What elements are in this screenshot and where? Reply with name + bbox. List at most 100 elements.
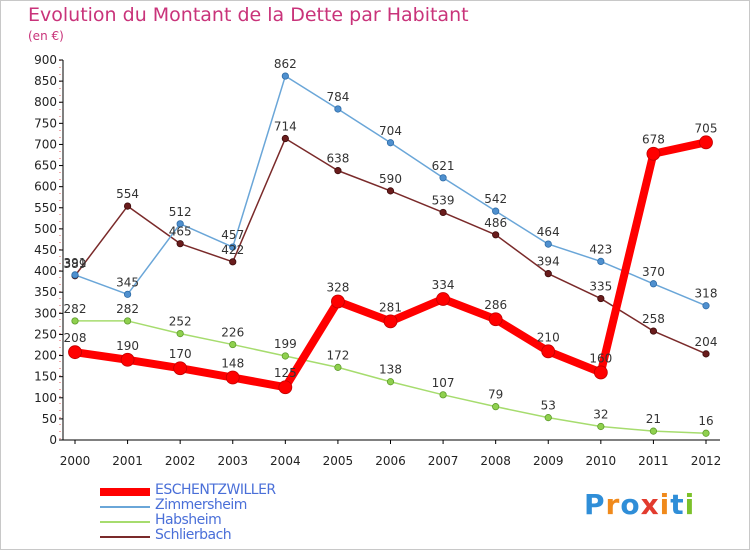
legend-label: Schlierbach bbox=[155, 527, 232, 543]
data-label-eschentzwiller: 125 bbox=[274, 366, 297, 380]
data-point-habsheim bbox=[544, 414, 552, 422]
data-point-zimmersheim bbox=[492, 207, 500, 215]
proxiti-logo: Proxiti bbox=[584, 488, 695, 521]
data-label-habsheim: 252 bbox=[169, 315, 192, 329]
x-tick-label: 2003 bbox=[217, 454, 248, 468]
x-tick-label: 2005 bbox=[323, 454, 354, 468]
x-tick-label: 2007 bbox=[428, 454, 459, 468]
x-tick-label: 2004 bbox=[270, 454, 301, 468]
data-label-zimmersheim: 784 bbox=[326, 90, 349, 104]
data-label-zimmersheim: 621 bbox=[432, 159, 455, 173]
data-point-zimmersheim bbox=[176, 220, 184, 228]
data-label-zimmersheim: 370 bbox=[642, 265, 665, 279]
data-point-schlierbach bbox=[544, 270, 552, 278]
data-label-habsheim: 21 bbox=[646, 412, 661, 426]
data-point-schlierbach bbox=[281, 134, 289, 143]
data-point-schlierbach bbox=[597, 294, 605, 303]
legend-swatch bbox=[100, 488, 150, 496]
data-point-schlierbach bbox=[229, 258, 237, 266]
data-point-zimmersheim bbox=[544, 240, 552, 248]
data-label-eschentzwiller: 286 bbox=[484, 298, 507, 312]
chart-title: Evolution du Montant de la Dette par Hab… bbox=[28, 4, 469, 26]
data-point-schlierbach bbox=[176, 240, 184, 248]
data-label-zimmersheim: 457 bbox=[221, 228, 244, 242]
data-label-schlierbach: 539 bbox=[432, 193, 455, 207]
data-point-eschentzwiller bbox=[225, 370, 240, 385]
data-point-zimmersheim bbox=[649, 280, 658, 288]
data-point-eschentzwiller bbox=[173, 361, 188, 376]
x-tick-label: 2002 bbox=[165, 454, 196, 468]
data-label-zimmersheim: 391 bbox=[64, 256, 87, 270]
data-point-habsheim bbox=[597, 422, 605, 431]
data-label-schlierbach: 422 bbox=[221, 243, 244, 257]
data-label-habsheim: 16 bbox=[698, 414, 713, 428]
logo-letter: r bbox=[605, 488, 621, 521]
data-point-habsheim bbox=[229, 340, 237, 349]
data-label-habsheim: 107 bbox=[432, 376, 455, 390]
data-label-schlierbach: 335 bbox=[589, 280, 612, 294]
y-tick-label: 300 bbox=[34, 306, 57, 320]
data-point-zimmersheim bbox=[281, 72, 289, 80]
y-tick-label: 500 bbox=[34, 222, 57, 236]
logo-letter: o bbox=[620, 488, 641, 521]
data-label-schlierbach: 389 bbox=[64, 257, 87, 271]
logo-letter: t bbox=[670, 488, 685, 521]
x-tick-label: 2000 bbox=[60, 454, 91, 468]
x-tick-label: 2011 bbox=[638, 454, 669, 468]
y-tick-label: 600 bbox=[34, 180, 57, 194]
data-label-habsheim: 53 bbox=[541, 399, 556, 413]
data-label-zimmersheim: 318 bbox=[695, 287, 718, 301]
logo-letter: P bbox=[584, 488, 606, 521]
data-label-zimmersheim: 512 bbox=[169, 205, 192, 219]
data-point-schlierbach bbox=[386, 187, 395, 195]
data-point-habsheim bbox=[123, 317, 132, 325]
data-label-schlierbach: 554 bbox=[116, 187, 139, 201]
data-label-habsheim: 282 bbox=[64, 302, 87, 316]
data-point-schlierbach bbox=[649, 327, 658, 335]
data-point-schlierbach bbox=[492, 231, 500, 239]
data-point-schlierbach bbox=[702, 350, 710, 358]
data-label-eschentzwiller: 190 bbox=[116, 339, 139, 353]
data-label-schlierbach: 714 bbox=[274, 120, 297, 134]
data-label-habsheim: 172 bbox=[326, 348, 349, 362]
data-point-habsheim bbox=[281, 352, 289, 360]
data-label-schlierbach: 465 bbox=[169, 225, 192, 239]
data-point-habsheim bbox=[334, 363, 342, 371]
data-label-schlierbach: 394 bbox=[537, 255, 560, 269]
data-label-habsheim: 199 bbox=[274, 337, 297, 351]
y-tick-label: 0 bbox=[49, 433, 57, 447]
legend-label: Habsheim bbox=[155, 512, 222, 528]
data-label-eschentzwiller: 705 bbox=[695, 121, 718, 135]
data-point-schlierbach bbox=[439, 208, 447, 217]
data-point-eschentzwiller bbox=[436, 292, 450, 306]
data-point-schlierbach bbox=[123, 202, 132, 210]
legend-swatch bbox=[100, 506, 150, 508]
data-label-habsheim: 79 bbox=[488, 388, 503, 402]
data-label-eschentzwiller: 210 bbox=[537, 330, 560, 344]
y-tick-label: 750 bbox=[34, 116, 57, 130]
y-tick-label: 250 bbox=[34, 327, 57, 341]
data-point-eschentzwiller bbox=[541, 344, 556, 359]
x-tick-label: 2009 bbox=[533, 454, 564, 468]
data-point-eschentzwiller bbox=[278, 380, 293, 395]
y-tick-label: 200 bbox=[34, 349, 57, 363]
y-tick-label: 650 bbox=[34, 159, 57, 173]
data-label-schlierbach: 258 bbox=[642, 312, 665, 326]
logo-letter: i bbox=[659, 488, 671, 521]
data-point-zimmersheim bbox=[71, 271, 79, 279]
y-tick-label: 450 bbox=[34, 243, 57, 257]
data-point-zimmersheim bbox=[123, 290, 132, 298]
y-tick-label: 550 bbox=[34, 201, 57, 215]
y-tick-label: 400 bbox=[34, 264, 57, 278]
data-label-habsheim: 138 bbox=[379, 363, 402, 377]
legend-swatch bbox=[100, 536, 150, 538]
legend-label: Zimmersheim bbox=[155, 497, 247, 513]
x-tick-label: 2008 bbox=[480, 454, 511, 468]
x-tick-label: 2010 bbox=[586, 454, 617, 468]
data-label-schlierbach: 638 bbox=[326, 152, 349, 166]
y-tick-label: 150 bbox=[34, 370, 57, 384]
data-point-eschentzwiller bbox=[68, 345, 82, 360]
data-point-habsheim bbox=[386, 378, 395, 386]
data-point-zimmersheim bbox=[702, 302, 710, 310]
